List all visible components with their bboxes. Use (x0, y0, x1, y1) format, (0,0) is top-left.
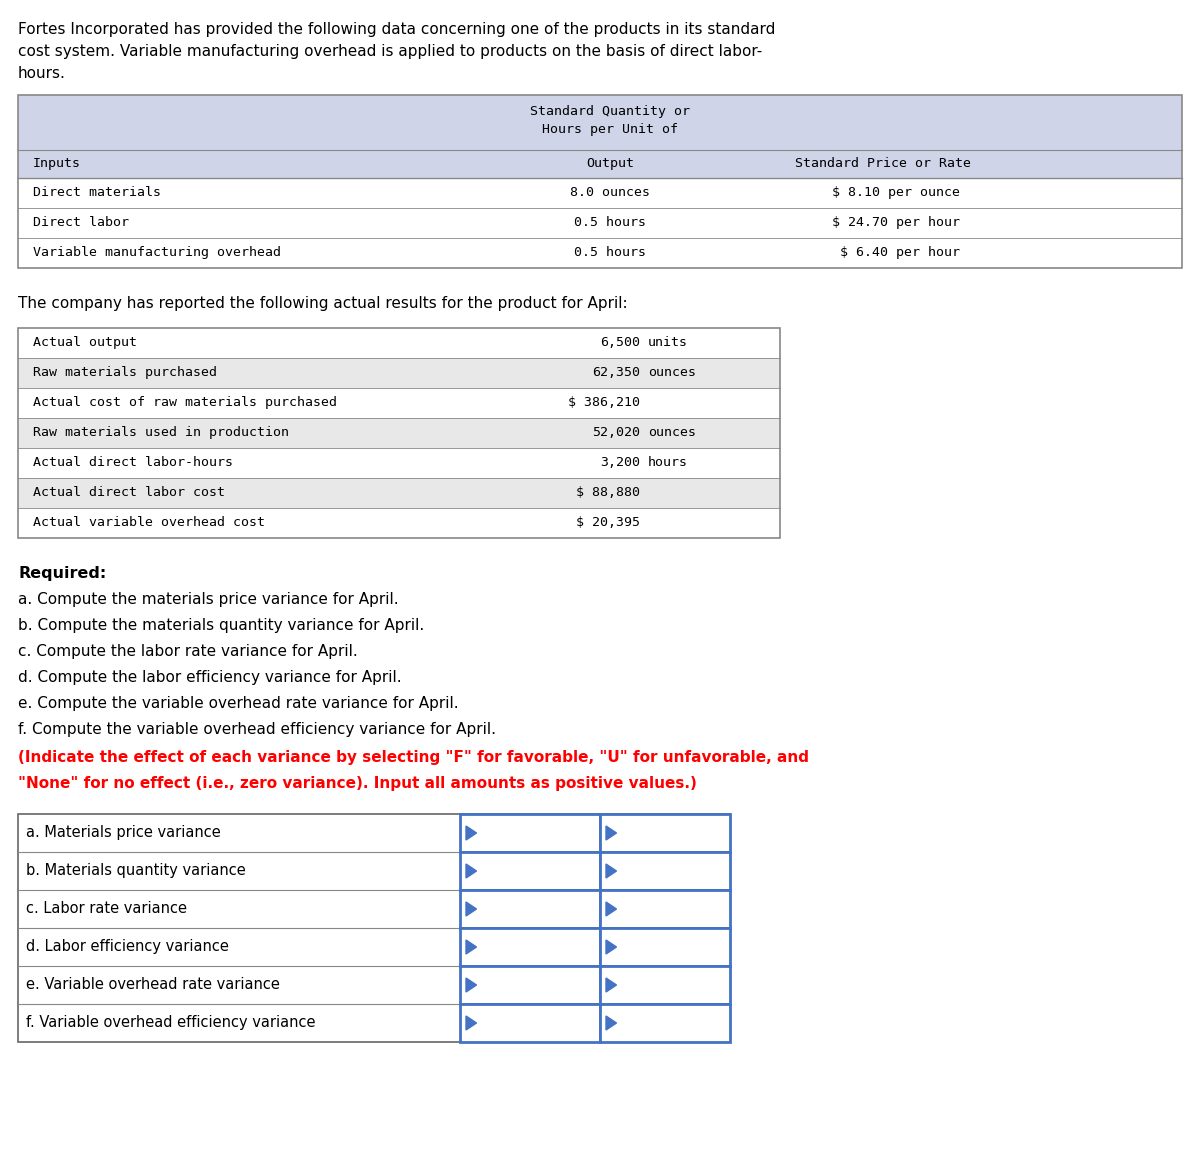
Polygon shape (606, 1016, 617, 1030)
Bar (460, 928, 600, 965)
Text: "None" for no effect (i.e., zero variance). Input all amounts as positive values: "None" for no effect (i.e., zero varianc… (18, 777, 697, 791)
Text: Standard Price or Rate: Standard Price or Rate (796, 157, 971, 170)
Text: 0.5 hours: 0.5 hours (574, 216, 646, 229)
Text: Actual output: Actual output (34, 336, 137, 349)
Text: hours.: hours. (18, 66, 66, 80)
Text: Raw materials purchased: Raw materials purchased (34, 366, 217, 379)
Bar (18, 328, 780, 358)
Text: Variable manufacturing overhead: Variable manufacturing overhead (34, 246, 281, 259)
Bar (18, 814, 730, 1042)
Text: $ 386,210: $ 386,210 (568, 396, 640, 409)
Bar (18, 358, 780, 388)
Text: (Indicate the effect of each variance by selecting "F" for favorable, "U" for un: (Indicate the effect of each variance by… (18, 750, 809, 765)
Text: The company has reported the following actual results for the product for April:: The company has reported the following a… (18, 296, 628, 311)
Text: a. Compute the materials price variance for April.: a. Compute the materials price variance … (18, 592, 398, 607)
Polygon shape (466, 864, 476, 878)
Text: hours: hours (648, 456, 688, 469)
Bar (460, 965, 600, 1004)
Text: c. Compute the labor rate variance for April.: c. Compute the labor rate variance for A… (18, 644, 358, 659)
Text: $ 24.70 per hour: $ 24.70 per hour (832, 216, 960, 229)
Text: $ 6.40 per hour: $ 6.40 per hour (840, 246, 960, 259)
Text: $ 88,880: $ 88,880 (576, 486, 640, 499)
Text: Inputs: Inputs (34, 157, 82, 170)
Bar (600, 890, 730, 928)
Text: ounces: ounces (648, 366, 696, 379)
Text: c. Labor rate variance: c. Labor rate variance (26, 901, 187, 916)
Bar (18, 448, 780, 478)
Polygon shape (466, 826, 476, 840)
Bar (600, 965, 730, 1004)
Polygon shape (606, 902, 617, 916)
Bar (460, 852, 600, 890)
Text: 3,200: 3,200 (600, 456, 640, 469)
Text: Fortes Incorporated has provided the following data concerning one of the produc: Fortes Incorporated has provided the fol… (18, 22, 775, 37)
Text: Direct materials: Direct materials (34, 187, 161, 199)
Polygon shape (606, 940, 617, 954)
Text: d. Compute the labor efficiency variance for April.: d. Compute the labor efficiency variance… (18, 670, 402, 684)
Text: Actual variable overhead cost: Actual variable overhead cost (34, 517, 265, 529)
Bar (18, 508, 780, 538)
Polygon shape (466, 902, 476, 916)
Text: b. Compute the materials quantity variance for April.: b. Compute the materials quantity varian… (18, 618, 425, 633)
Text: Actual direct labor-hours: Actual direct labor-hours (34, 456, 233, 469)
Text: f. Variable overhead efficiency variance: f. Variable overhead efficiency variance (26, 1014, 316, 1030)
Bar (600, 814, 730, 852)
Text: units: units (648, 336, 688, 349)
Text: 52,020: 52,020 (592, 426, 640, 440)
Text: Actual cost of raw materials purchased: Actual cost of raw materials purchased (34, 396, 337, 409)
Text: Actual direct labor cost: Actual direct labor cost (34, 486, 226, 499)
Bar (460, 814, 600, 852)
Bar (18, 94, 1182, 178)
Text: b. Materials quantity variance: b. Materials quantity variance (26, 863, 246, 878)
Bar (18, 388, 780, 417)
Bar (600, 1004, 730, 1042)
Text: Required:: Required: (18, 566, 107, 581)
Text: a. Materials price variance: a. Materials price variance (26, 826, 221, 840)
Text: Raw materials used in production: Raw materials used in production (34, 426, 289, 440)
Text: 8.0 ounces: 8.0 ounces (570, 187, 650, 199)
Polygon shape (606, 978, 617, 992)
Text: d. Labor efficiency variance: d. Labor efficiency variance (26, 939, 229, 954)
Text: cost system. Variable manufacturing overhead is applied to products on the basis: cost system. Variable manufacturing over… (18, 44, 762, 59)
Text: 0.5 hours: 0.5 hours (574, 246, 646, 259)
Polygon shape (606, 864, 617, 878)
Polygon shape (606, 826, 617, 840)
Text: ounces: ounces (648, 426, 696, 440)
Bar (18, 328, 780, 538)
Text: 6,500: 6,500 (600, 336, 640, 349)
Bar (18, 417, 780, 448)
Text: f. Compute the variable overhead efficiency variance for April.: f. Compute the variable overhead efficie… (18, 722, 496, 737)
Bar (18, 478, 780, 508)
Polygon shape (466, 1016, 476, 1030)
Text: $ 20,395: $ 20,395 (576, 517, 640, 529)
Text: Standard Quantity or: Standard Quantity or (530, 105, 690, 118)
Polygon shape (466, 940, 476, 954)
Text: Direct labor: Direct labor (34, 216, 130, 229)
Text: 62,350: 62,350 (592, 366, 640, 379)
Text: Output: Output (586, 157, 634, 170)
Text: Hours per Unit of: Hours per Unit of (542, 122, 678, 136)
Bar (600, 852, 730, 890)
Text: e. Compute the variable overhead rate variance for April.: e. Compute the variable overhead rate va… (18, 696, 458, 711)
Text: e. Variable overhead rate variance: e. Variable overhead rate variance (26, 977, 280, 992)
Text: $ 8.10 per ounce: $ 8.10 per ounce (832, 187, 960, 199)
Bar (460, 1004, 600, 1042)
Bar (18, 94, 1182, 268)
Bar (600, 928, 730, 965)
Bar (460, 890, 600, 928)
Polygon shape (466, 978, 476, 992)
